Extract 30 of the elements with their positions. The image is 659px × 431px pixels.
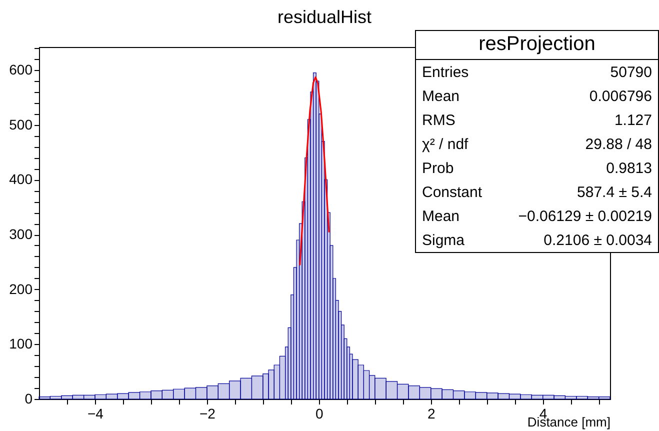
annotation: 587.4 ± 5.4 — [577, 184, 652, 200]
annotation: 0.006796 — [589, 88, 652, 104]
line-series — [299, 76, 330, 266]
annotation: Prob — [422, 160, 454, 176]
annotation: 29.88 / 48 — [585, 136, 652, 152]
annotation: Sigma — [422, 232, 465, 248]
x-tick-label: −2 — [199, 406, 216, 422]
annotation: Mean — [422, 88, 460, 104]
annotation: −0.06129 ± 0.00219 — [518, 208, 652, 224]
annotation: RMS — [422, 112, 456, 128]
x-tick-label: 2 — [427, 406, 436, 422]
y-tick-label: 200 — [9, 280, 33, 297]
text: 1.127 — [614, 112, 652, 128]
chart-title: residualHist — [277, 7, 372, 28]
annotation: Mean — [422, 208, 460, 224]
annotation: 0.2106 ± 0.0034 — [544, 232, 652, 248]
y-tick-label: 300 — [9, 226, 33, 242]
y-tick-label: 100 — [9, 336, 33, 352]
annotation: Entries — [422, 64, 469, 80]
y-tick-label: 500 — [9, 116, 33, 132]
annotation: Constant — [422, 184, 482, 200]
y-tick-label: 400 — [9, 171, 33, 188]
annotation: 0.9813 — [606, 160, 652, 176]
x-tick-label: −4 — [87, 406, 104, 422]
x-tick-label: 0 — [316, 406, 324, 422]
y-tick-label: 600 — [9, 62, 33, 78]
annotation: resProjection — [416, 31, 658, 60]
annotation: 50790 — [610, 64, 652, 80]
annotation: χ² / ndf — [422, 136, 468, 152]
y-tick-label: 0 — [24, 390, 33, 406]
